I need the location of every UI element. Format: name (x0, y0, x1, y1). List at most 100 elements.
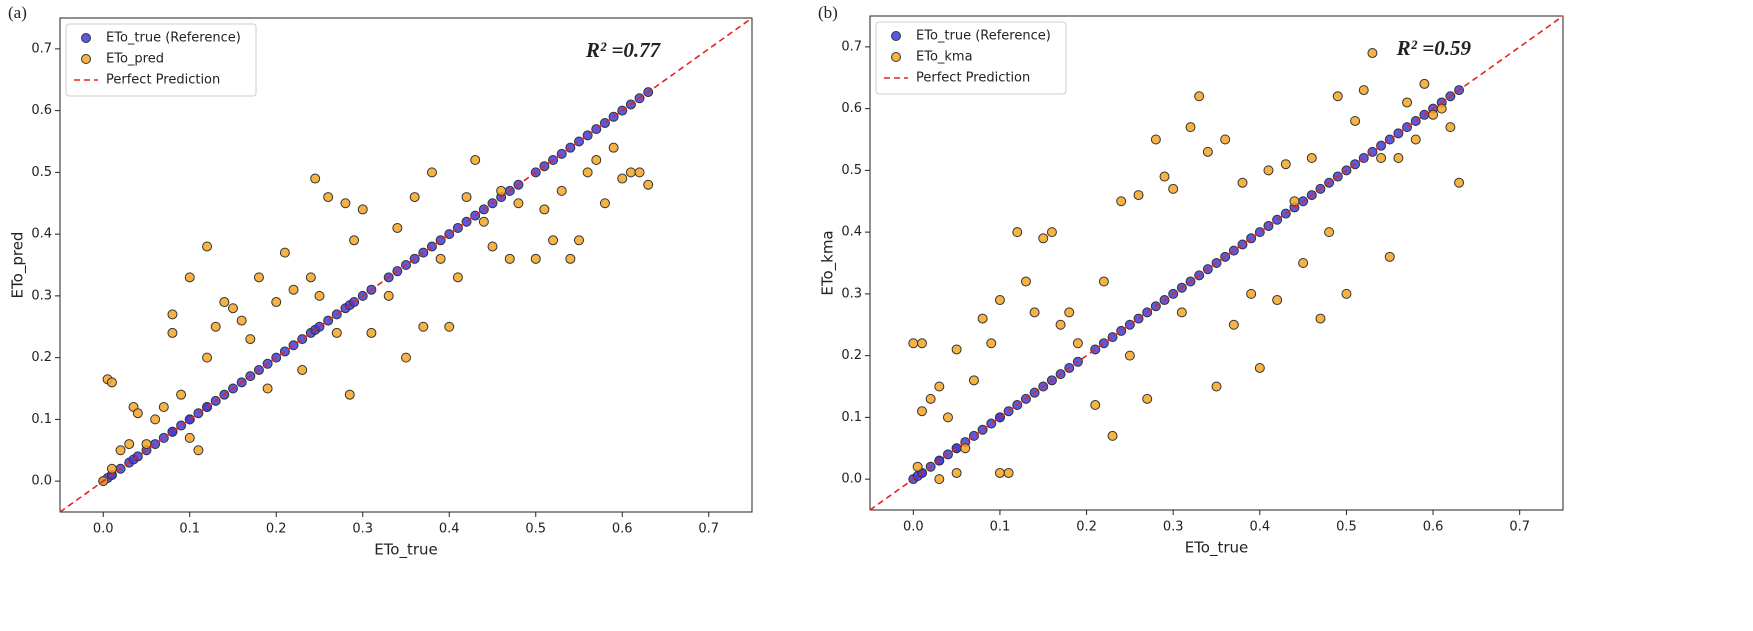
point (1176, 307, 1187, 318)
x-tick-label: 0.6 (1423, 520, 1444, 535)
legend-marker (81, 54, 91, 64)
x-tick-label: 0.1 (990, 520, 1011, 535)
point (1038, 233, 1049, 244)
annotation: R² =0.77 (585, 38, 662, 62)
point (994, 295, 1005, 306)
point (1211, 381, 1222, 392)
point (1237, 177, 1248, 188)
point (1289, 196, 1300, 207)
point (916, 338, 927, 349)
point (310, 173, 321, 184)
reference-line (869, 15, 1564, 511)
annotation: R² =0.59 (1396, 36, 1472, 60)
point (1445, 122, 1456, 133)
x-tick-label: 0.7 (698, 522, 719, 537)
x-tick-label: 0.0 (903, 520, 924, 535)
point (960, 443, 971, 454)
point (1003, 467, 1014, 478)
point (1254, 362, 1265, 373)
point (951, 467, 962, 478)
point (1168, 183, 1179, 194)
point (176, 389, 187, 400)
point (1029, 307, 1040, 318)
point (253, 272, 264, 283)
y-tick-label: 0.7 (31, 41, 52, 56)
point (305, 272, 316, 283)
x-axis-label: ETo_true (374, 541, 438, 560)
y-tick-label: 0.6 (31, 103, 52, 118)
point (106, 377, 117, 388)
point (245, 334, 256, 345)
point (210, 321, 221, 332)
point (934, 474, 945, 485)
x-tick-label: 0.5 (525, 522, 546, 537)
point (340, 198, 351, 209)
point (401, 352, 411, 363)
point (968, 375, 979, 386)
y-tick-label: 0.1 (31, 412, 52, 427)
point (1367, 48, 1378, 59)
point (1298, 258, 1309, 268)
point (617, 173, 628, 184)
point (167, 327, 178, 338)
y-tick-label: 0.6 (841, 101, 862, 116)
point (1306, 153, 1317, 164)
point (478, 216, 489, 227)
point (539, 204, 550, 215)
legend-marker (891, 31, 901, 41)
legend-label: ETo_true (Reference) (106, 31, 241, 46)
point (1055, 319, 1066, 330)
point (1194, 91, 1205, 102)
point (1133, 190, 1144, 201)
point (1324, 227, 1335, 238)
point (1020, 276, 1031, 287)
point (202, 241, 213, 252)
point (496, 185, 507, 196)
point (314, 290, 325, 301)
point (444, 321, 455, 332)
point (1384, 251, 1395, 262)
x-tick-label: 0.7 (1509, 520, 1530, 535)
x-tick-label: 0.4 (439, 522, 460, 537)
point (1150, 134, 1161, 145)
point (634, 167, 645, 178)
point (366, 327, 377, 338)
point (1220, 134, 1231, 145)
legend-box (875, 21, 1067, 95)
point (202, 352, 213, 363)
point (1454, 177, 1465, 188)
point (279, 247, 290, 258)
point (271, 297, 282, 308)
point (912, 461, 923, 472)
point (461, 192, 472, 203)
point (132, 408, 143, 419)
point (1350, 115, 1361, 126)
point (1202, 146, 1213, 157)
y-tick-label: 0.5 (31, 165, 52, 180)
point (1263, 165, 1274, 176)
point (150, 414, 161, 425)
point (383, 290, 394, 301)
point (565, 253, 576, 264)
point (1090, 400, 1101, 411)
point (1072, 338, 1083, 349)
y-tick-label: 0.3 (31, 288, 52, 303)
legend-label: Perfect Prediction (106, 73, 220, 88)
point (1272, 295, 1283, 306)
point (1410, 134, 1421, 145)
point (184, 272, 195, 283)
y-tick-label: 0.4 (31, 227, 52, 242)
point (357, 204, 368, 215)
panel-label: (b) (818, 3, 838, 22)
panel-label: (a) (8, 3, 27, 22)
point (184, 432, 195, 443)
point (908, 338, 919, 349)
y-tick-label: 0.5 (841, 163, 862, 178)
point (435, 253, 446, 264)
point (1358, 85, 1369, 96)
point (1142, 393, 1153, 404)
x-tick-label: 0.5 (1336, 520, 1357, 535)
point (1393, 153, 1404, 164)
point (548, 235, 559, 246)
